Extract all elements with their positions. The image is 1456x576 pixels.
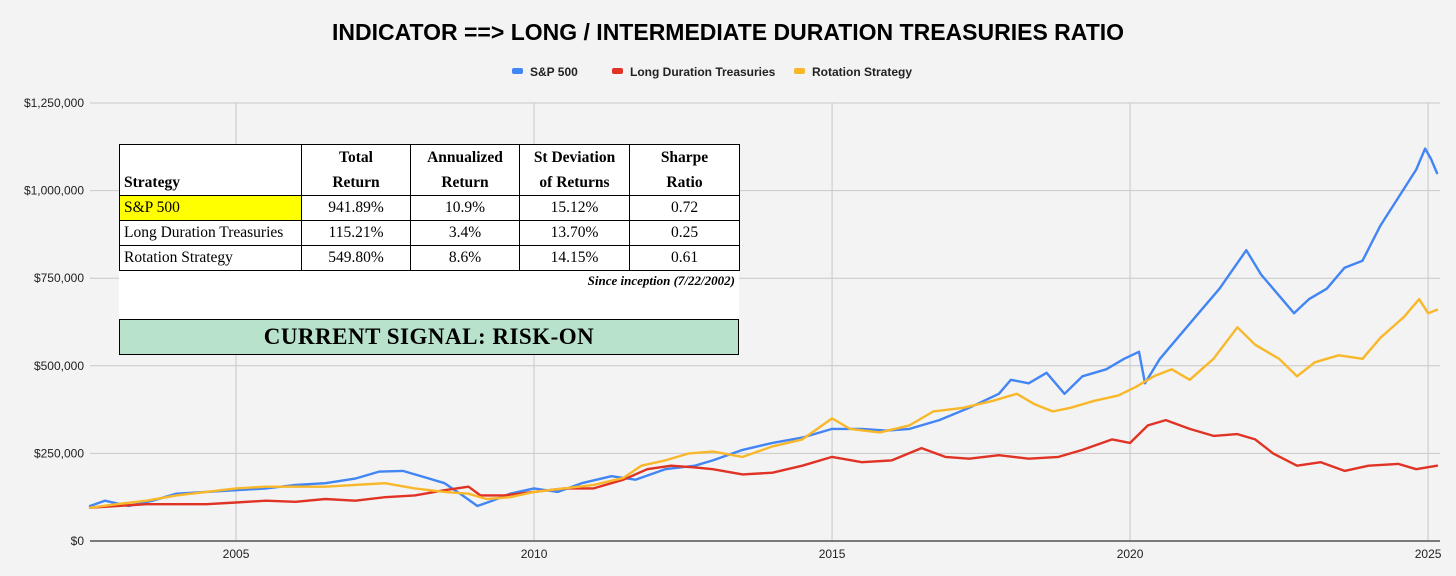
y-tick-label: $1,000,000 [24, 184, 84, 198]
cell-annualized-return: 3.4% [410, 220, 520, 246]
row-label-rotation: Rotation Strategy [119, 245, 302, 271]
x-tick-label: 2005 [223, 547, 250, 561]
cell-annualized-return: 10.9% [410, 195, 520, 221]
x-tick-label: 2025 [1415, 547, 1442, 561]
series-line-rotation-strategy [88, 298, 1439, 509]
cell-sharpe-ratio: 0.25 [629, 220, 740, 246]
legend-label-rotation-strategy: Rotation Strategy [812, 65, 912, 79]
series-line-s-p-500 [88, 147, 1439, 508]
legend-swatch-long-duration-treasuries [612, 68, 623, 74]
since-inception-note: Since inception (7/22/2002) [587, 273, 735, 288]
series-lines [88, 147, 1439, 509]
cell-st-deviation: 15.12% [519, 195, 630, 221]
legend-swatch-s-p-500 [512, 68, 523, 74]
cell-total-return: 941.89% [301, 195, 411, 221]
x-tick-label: 2015 [819, 547, 846, 561]
stats-table: Strategy Total Return Annualized Return St… [119, 144, 740, 271]
x-axis-ticks: 2005 2010 2015 2020 2025 [223, 547, 1442, 561]
header-annualized-return: Annualized Return [410, 144, 520, 196]
cell-total-return: 549.80% [301, 245, 411, 271]
stats-panel: Strategy Total Return Annualized Return St… [119, 144, 740, 355]
row-label-long-duration: Long Duration Treasuries [119, 220, 302, 246]
row-label-sp500: S&P 500 [119, 195, 302, 221]
y-tick-label: $250,000 [34, 446, 84, 460]
x-tick-label: 2020 [1117, 547, 1144, 561]
spacer [119, 295, 739, 319]
y-tick-label: $500,000 [34, 359, 84, 373]
header-total-return: Total Return [301, 144, 411, 196]
header-sharpe-ratio: Sharpe Ratio [629, 144, 740, 196]
legend-swatch-rotation-strategy [794, 68, 805, 74]
chart-title: INDICATOR ==> LONG / INTERMEDIATE DURATI… [332, 19, 1124, 45]
current-signal-banner: CURRENT SIGNAL: RISK-ON [119, 319, 739, 355]
cell-annualized-return: 8.6% [410, 245, 520, 271]
stats-header-row: Strategy Total Return Annualized Return St… [119, 144, 740, 196]
y-tick-label: $1,250,000 [24, 96, 84, 110]
cell-total-return: 115.21% [301, 220, 411, 246]
y-tick-label: $750,000 [34, 271, 84, 285]
series-line-long-duration-treasuries [88, 418, 1439, 509]
legend-label-long-duration-treasuries: Long Duration Treasuries [630, 65, 776, 79]
header-strategy: Strategy [119, 144, 302, 196]
table-row: Long Duration Treasuries 115.21% 3.4% 13… [119, 220, 740, 246]
cell-sharpe-ratio: 0.61 [629, 245, 740, 271]
table-row: S&P 500 941.89% 10.9% 15.12% 0.72 [119, 195, 740, 221]
table-row: Rotation Strategy 549.80% 8.6% 14.15% 0.… [119, 245, 740, 271]
legend-label-s-p-500: S&P 500 [530, 65, 578, 79]
x-tick-label: 2010 [521, 547, 548, 561]
y-axis-ticks: $0 $250,000 $500,000 $750,000 $1,000,000 $1,2… [24, 96, 84, 548]
header-st-deviation: St Deviation of Returns [519, 144, 630, 196]
cell-st-deviation: 14.15% [519, 245, 630, 271]
cell-st-deviation: 13.70% [519, 220, 630, 246]
cell-sharpe-ratio: 0.72 [629, 195, 740, 221]
y-tick-label: $0 [71, 534, 85, 548]
legend: S&P 500 Long Duration Treasuries Rotation … [512, 65, 912, 79]
